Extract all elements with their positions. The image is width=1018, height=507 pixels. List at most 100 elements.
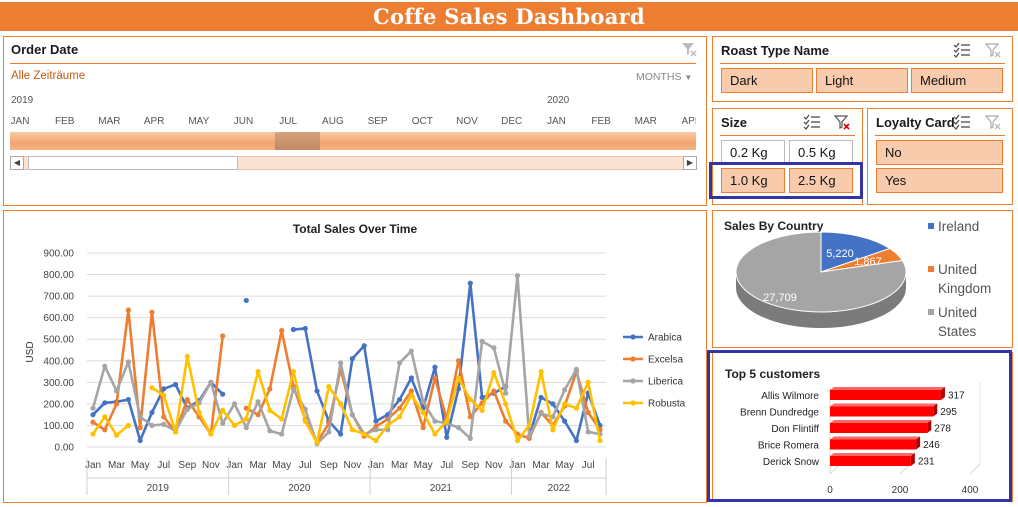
timeline-year-label: 2020 <box>547 95 570 106</box>
data-point-liberica <box>137 414 143 420</box>
data-point-excelsa <box>161 414 167 420</box>
timeline-month-label[interactable]: MAR <box>634 116 657 127</box>
data-point-excelsa <box>90 419 96 425</box>
bar-chart-title: Top 5 customers <box>725 367 820 381</box>
data-point-liberica <box>420 399 426 405</box>
bar-side <box>910 453 915 466</box>
timeline-month-label[interactable]: FEB <box>54 116 75 127</box>
data-point-liberica <box>102 363 108 369</box>
scroll-right-icon[interactable]: ▶ <box>683 156 697 170</box>
y-tick-label: 100.00 <box>43 421 74 432</box>
pie-legend-swatch <box>928 223 934 229</box>
roast-divider <box>720 63 1005 64</box>
data-point-robusta <box>302 418 308 424</box>
data-point-excelsa <box>137 425 143 431</box>
legend-label-arabica: Arabica <box>648 333 682 344</box>
size-1-0kg-button[interactable]: 1.0 Kg <box>721 168 785 193</box>
timeline-scroll-thumb[interactable] <box>28 156 238 170</box>
bar-allis-wilmore <box>830 390 941 400</box>
data-point-liberica <box>255 399 261 405</box>
data-point-robusta <box>255 368 261 375</box>
data-point-arabica <box>467 280 473 286</box>
data-point-robusta <box>267 407 273 413</box>
x-tick-label: Jul <box>582 460 595 471</box>
timeline-selected-period[interactable] <box>275 132 320 150</box>
data-point-arabica <box>444 434 450 440</box>
pie-data-label: 1,867 <box>854 256 882 268</box>
line-chart-title: Total Sales Over Time <box>293 222 418 236</box>
clear-filter-icon[interactable] <box>680 41 698 57</box>
data-point-arabica <box>538 394 544 401</box>
x-year-label: 2019 <box>147 483 170 494</box>
pie-slice-ireland <box>820 231 891 273</box>
roast-light-button[interactable]: Light <box>816 68 908 93</box>
data-point-robusta <box>349 427 355 433</box>
multi-select-icon[interactable] <box>953 114 971 130</box>
y-tick-label: 400.00 <box>43 356 74 367</box>
timeline-month-label[interactable]: APR <box>681 116 696 127</box>
timeline-bar[interactable] <box>10 132 696 150</box>
timeline-level-selector[interactable]: MONTHS ▼ <box>636 71 692 83</box>
loyalty-no-button[interactable]: No <box>876 140 1003 165</box>
data-point-robusta <box>514 437 521 444</box>
series-line-robusta <box>91 415 130 437</box>
timeline-month-label[interactable]: JUN <box>233 116 254 127</box>
data-point-excelsa <box>125 307 131 313</box>
timeline-month-label[interactable]: AUG <box>322 116 344 127</box>
bar-x-tick-label: 0 <box>827 485 833 496</box>
y-tick-label: 0.00 <box>55 443 75 454</box>
legend-label-robusta: Robusta <box>648 399 686 410</box>
clear-filter-icon[interactable] <box>984 114 1002 130</box>
roast-medium-button[interactable]: Medium <box>911 68 1003 93</box>
bar-brenn-dundredge <box>830 406 934 417</box>
pie-slice-united-states <box>735 231 907 313</box>
timeline-month-label[interactable]: SEP <box>367 116 388 127</box>
order-date-timeline[interactable] <box>3 36 707 206</box>
data-point-liberica <box>231 401 238 407</box>
data-point-arabica <box>220 391 226 397</box>
data-point-liberica <box>432 418 438 424</box>
bar-side <box>940 387 945 400</box>
data-point-excelsa <box>455 358 462 364</box>
size-2-5kg-button[interactable]: 2.5 Kg <box>789 168 853 193</box>
timeline-month-label[interactable]: DEC <box>501 116 523 127</box>
bar-side <box>927 420 932 433</box>
timeline-month-label[interactable]: MAY <box>188 116 210 127</box>
bar-side <box>916 436 921 450</box>
size-0-5kg-button[interactable]: 0.5 Kg <box>789 140 853 165</box>
timeline-month-label[interactable]: MAR <box>98 116 121 127</box>
clear-filter-icon[interactable] <box>984 42 1002 58</box>
data-point-liberica <box>585 429 591 435</box>
data-point-liberica <box>220 420 226 426</box>
data-point-excelsa <box>267 386 273 392</box>
timeline-month-label[interactable]: JAN <box>546 116 566 127</box>
data-point-robusta <box>184 353 190 360</box>
timeline-month-label[interactable]: APR <box>143 116 165 127</box>
data-point-arabica <box>302 325 308 332</box>
size-selection-highlight <box>709 162 863 199</box>
legend-marker-robusta <box>630 400 636 406</box>
x-tick-label: May <box>555 460 574 471</box>
multi-select-icon[interactable] <box>803 114 821 130</box>
timeline-month-label[interactable]: OCT <box>411 116 433 127</box>
x-tick-label: Jan <box>509 460 525 471</box>
data-point-robusta <box>420 409 426 416</box>
clear-filter-icon[interactable] <box>833 114 851 130</box>
data-point-arabica <box>550 401 556 407</box>
multi-select-icon[interactable] <box>953 42 971 58</box>
timeline-month-label[interactable]: NOV <box>456 116 478 127</box>
roast-dark-button[interactable]: Dark <box>721 68 813 93</box>
data-point-liberica <box>279 431 285 437</box>
timeline-month-label[interactable]: JUL <box>279 116 298 127</box>
data-point-arabica <box>373 418 379 424</box>
data-point-arabica <box>432 364 438 370</box>
timeline-month-label[interactable]: JAN <box>10 116 30 127</box>
size-0-2kg-button[interactable]: 0.2 Kg <box>721 140 785 165</box>
loyalty-yes-button[interactable]: Yes <box>876 168 1003 193</box>
timeline-month-label[interactable]: FEB <box>591 116 611 127</box>
scroll-left-icon[interactable]: ◀ <box>10 156 24 170</box>
timeline-divider <box>10 63 696 64</box>
x-year-label: 2020 <box>288 483 311 494</box>
data-point-liberica <box>267 428 273 434</box>
